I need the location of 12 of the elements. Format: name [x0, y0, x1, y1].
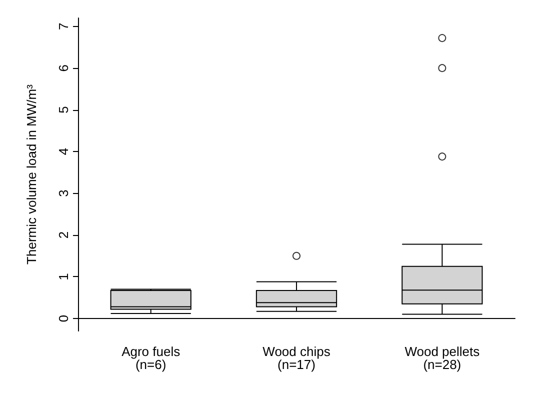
- y-axis-title: Thermic volume load in MW/m³: [24, 84, 39, 264]
- y-tick-label: 2: [56, 231, 71, 239]
- y-tick-label: 1: [56, 273, 71, 280]
- x-tick-label: Wood chips (n=17): [262, 344, 331, 372]
- y-tick-label: 5: [56, 106, 71, 114]
- y-tick-label: 6: [56, 64, 71, 72]
- y-tick-label: 4: [56, 148, 71, 156]
- y-tick-label: 7: [56, 22, 71, 30]
- y-tick-label: 0: [56, 314, 71, 322]
- y-tick-label: 3: [56, 190, 71, 197]
- x-tick-label: Agro fuels (n=6): [122, 344, 181, 372]
- x-tick-label: Wood pellets (n=28): [404, 344, 480, 372]
